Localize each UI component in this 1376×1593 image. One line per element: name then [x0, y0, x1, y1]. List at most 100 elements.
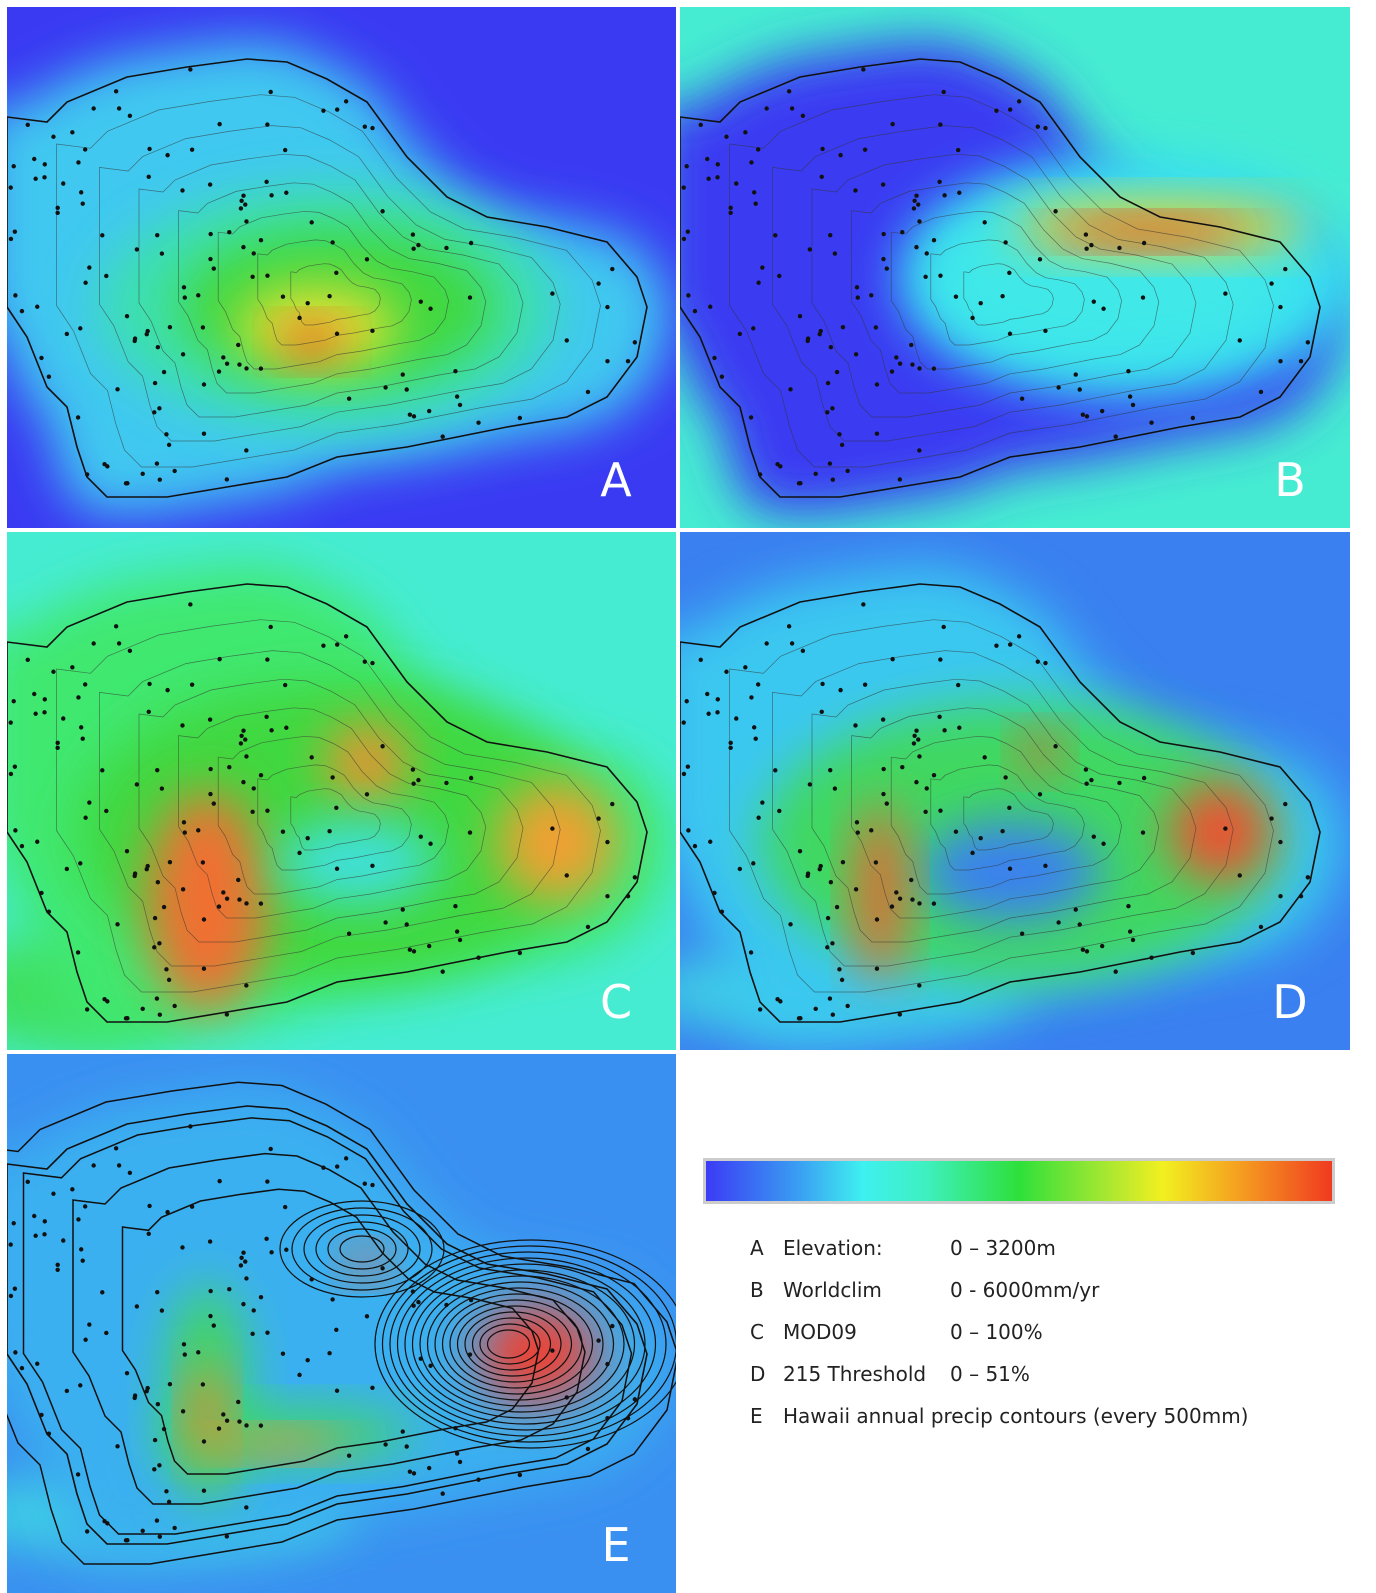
station-dot	[476, 956, 480, 960]
station-dot	[91, 641, 95, 645]
station-dot	[1131, 938, 1135, 942]
station-dot	[152, 410, 156, 414]
station-dot	[825, 410, 829, 414]
station-dot	[335, 107, 339, 111]
station-dot	[818, 864, 822, 868]
station-dot	[264, 1237, 268, 1241]
station-dot	[12, 699, 16, 703]
station-dot	[237, 362, 241, 366]
station-dot	[912, 206, 916, 210]
station-dot	[838, 688, 842, 692]
station-dot	[408, 412, 412, 416]
station-dot	[1117, 781, 1121, 785]
station-dot	[826, 381, 830, 385]
station-dot	[147, 1232, 151, 1236]
station-dot	[241, 780, 245, 784]
station-dot	[565, 873, 569, 877]
station-dot	[156, 1402, 160, 1406]
station-dot	[252, 251, 256, 255]
station-dot	[269, 1147, 273, 1151]
station-dot	[365, 1314, 369, 1318]
station-dot	[383, 385, 387, 389]
station-dot	[708, 840, 712, 844]
station-dot	[749, 950, 753, 954]
station-dot	[1078, 387, 1082, 391]
station-dot	[912, 734, 916, 738]
station-dot	[686, 293, 690, 297]
station-dot	[476, 421, 480, 425]
station-dot	[347, 396, 351, 400]
station-dot	[773, 233, 777, 237]
station-dot	[411, 1289, 415, 1293]
station-dot	[167, 978, 171, 982]
station-dot	[79, 1247, 83, 1251]
station-dot	[942, 625, 946, 629]
station-dot	[894, 890, 898, 894]
station-dot	[39, 1413, 43, 1417]
station-dot	[749, 695, 753, 699]
station-dot	[61, 716, 65, 720]
station-dot	[117, 641, 121, 645]
station-dot	[250, 1332, 254, 1336]
station-dot	[335, 867, 339, 871]
station-dot	[837, 432, 841, 436]
station-dot	[932, 238, 936, 242]
color-bar	[703, 1158, 1335, 1204]
station-dot	[239, 741, 243, 745]
station-dot	[1084, 247, 1088, 251]
station-dot	[330, 1297, 334, 1301]
station-dot	[586, 925, 590, 929]
station-dot	[168, 325, 172, 329]
station-dot	[181, 1409, 185, 1413]
station-dot	[264, 715, 268, 719]
legend-name: MOD09	[783, 1320, 857, 1344]
station-dot	[1126, 904, 1130, 908]
station-dot	[734, 181, 738, 185]
station-dot	[814, 472, 818, 476]
station-dot	[76, 695, 80, 699]
station-dot	[217, 904, 221, 908]
station-dot	[925, 251, 929, 255]
station-dot	[259, 1295, 263, 1299]
station-dot	[914, 780, 918, 784]
station-dot	[1056, 920, 1060, 924]
station-dot	[917, 448, 921, 452]
station-dot	[900, 765, 904, 769]
station-dot	[363, 1181, 367, 1185]
station-dot	[85, 1529, 89, 1533]
station-dot	[453, 1426, 457, 1430]
legend-key: C	[750, 1320, 764, 1344]
station-dot	[1008, 867, 1012, 871]
station-dot	[1191, 951, 1195, 955]
station-dot	[743, 130, 747, 134]
station-dot	[1038, 257, 1042, 261]
station-dot	[1089, 778, 1093, 782]
station-dot	[760, 800, 764, 804]
station-dot	[863, 682, 867, 686]
station-dot	[181, 887, 185, 891]
station-dot	[1007, 806, 1011, 810]
station-dot	[1141, 295, 1145, 299]
station-dot	[42, 710, 46, 714]
station-dot	[264, 180, 268, 184]
station-dot	[155, 461, 159, 465]
station-dot	[239, 1256, 243, 1260]
station-dot	[305, 836, 309, 840]
station-dot	[756, 147, 760, 151]
station-dot	[699, 658, 703, 662]
station-dot	[160, 251, 164, 255]
station-dot	[1056, 385, 1060, 389]
station-dot	[610, 267, 614, 271]
station-dot	[1017, 99, 1021, 103]
station-dot	[1283, 267, 1287, 271]
station-dot	[265, 122, 269, 126]
station-dot	[190, 682, 194, 686]
station-dot	[686, 828, 690, 832]
station-dot	[236, 878, 240, 882]
map-panel: D	[680, 532, 1350, 1050]
station-dot	[1036, 124, 1040, 128]
station-dot	[1100, 944, 1104, 948]
station-dot	[787, 624, 791, 628]
station-dot	[35, 1362, 39, 1366]
station-dot	[957, 191, 961, 195]
